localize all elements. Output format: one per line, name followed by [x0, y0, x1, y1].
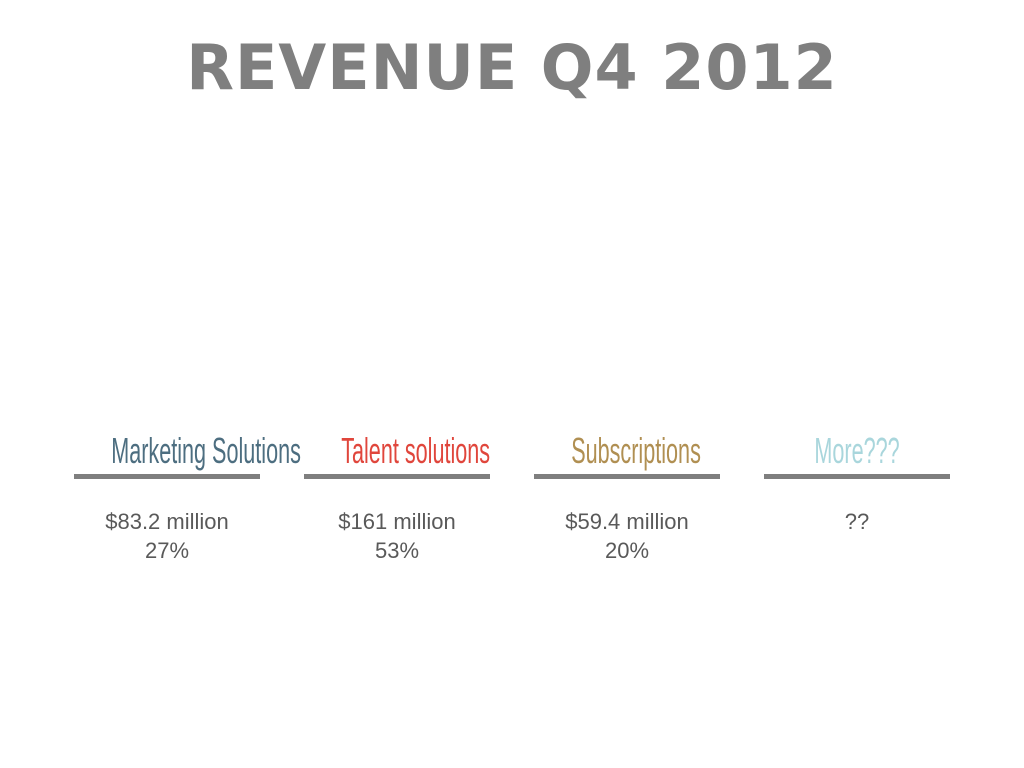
segment-divider — [534, 474, 720, 479]
segment-talent-solutions: Talent solutions $161 million 53% — [304, 426, 490, 565]
segment-divider — [304, 474, 490, 479]
segment-values: $59.4 million 20% — [534, 507, 720, 565]
segment-divider — [764, 474, 950, 479]
segment-label: More??? — [814, 430, 900, 471]
segment-divider — [74, 474, 260, 479]
segment-label: Talent solutions — [341, 430, 491, 471]
segment-amount: $83.2 million — [105, 509, 229, 534]
segment-share: 53% — [374, 538, 420, 563]
segment-amount: $161 million — [338, 509, 456, 534]
segment-label: Subscriptions — [571, 430, 701, 471]
segment-values: $83.2 million 27% — [74, 507, 260, 565]
segment-marketing-solutions: Marketing Solutions $83.2 million 27% — [74, 426, 301, 565]
segment-amount: ?? — [844, 509, 870, 534]
segment-subscriptions: Subscriptions $59.4 million 20% — [534, 426, 720, 565]
segment-values: $161 million 53% — [304, 507, 490, 565]
segment-values: ?? — [764, 507, 950, 536]
segment-amount: $59.4 million — [565, 509, 689, 534]
slide-title: REVENUE Q4 2012 — [186, 31, 838, 104]
segment-label: Marketing Solutions — [111, 430, 301, 471]
segment-share: 20% — [604, 538, 650, 563]
segment-more: More??? ?? — [764, 426, 950, 536]
segment-share: 27% — [144, 538, 190, 563]
